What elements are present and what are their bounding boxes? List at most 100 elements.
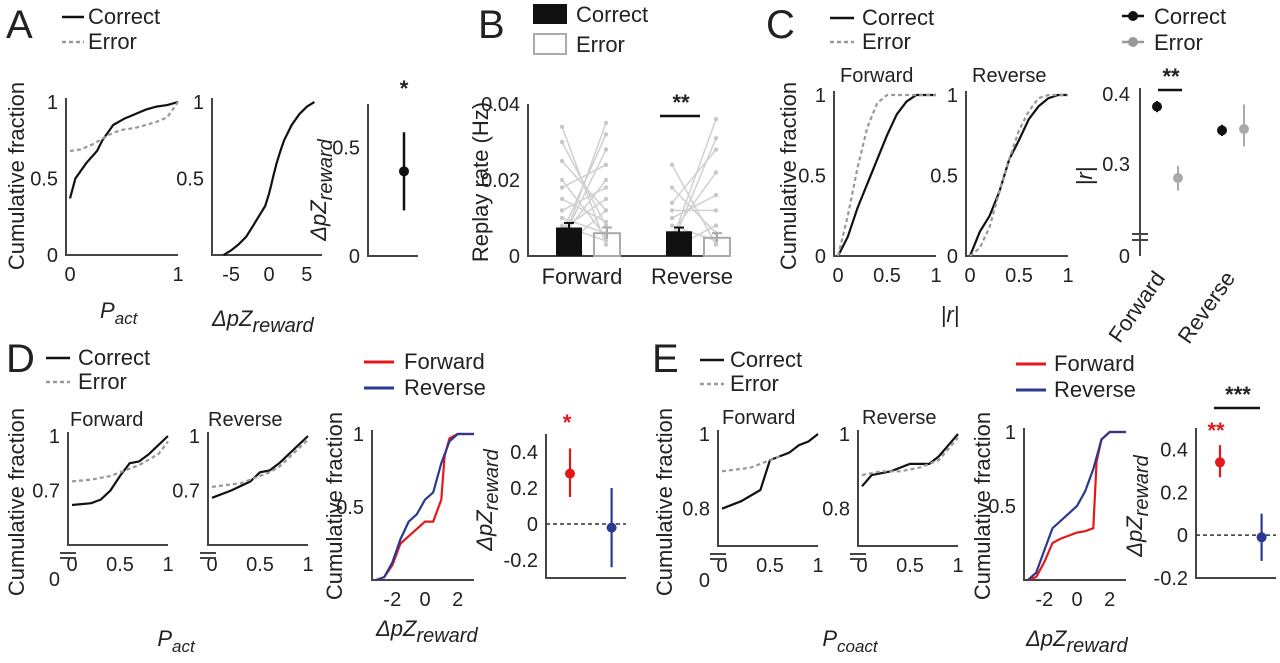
c1-line-correct [837,93,936,257]
d-ylabel: Cumulative fraction [4,408,29,596]
a1-axes [65,98,178,256]
legend-d2-reverse: Reverse [404,375,486,400]
b-axes [527,104,724,257]
e1-ytick-1: 0.8 [682,499,710,521]
e2-xtick-2: 1 [952,555,963,577]
b-bar-correct-0 [556,227,582,256]
b-pair-dot [559,158,565,164]
d3-line-forward [375,432,474,582]
d2-axes [207,432,308,546]
legend-c2-correct-dot [1128,11,1138,21]
c3-ytick-0: 0 [1119,246,1130,268]
a3-axes [367,104,418,257]
a2-ytick-1: 1 [193,92,204,114]
plot-e3: 0.5 1 -2 0 2 [988,422,1126,611]
b-pair-dot [603,242,609,247]
plot-b: 0 0.02 0.04 Forward Reverse [481,94,733,289]
a2-line-correct [223,101,315,256]
b-ytick-2: 0.04 [481,94,520,116]
a1-xlabel: Pact [100,298,139,328]
a1-ytick-0: 0 [47,245,58,267]
b-pair-dot [713,193,719,198]
plot-a1: 0 0.5 1 0 1 [30,92,183,286]
e4-axes [1195,428,1276,579]
legend-d-error: Error [78,369,127,394]
plot-c2: 00.510 0.5 1 [930,85,1073,287]
legend-b-correct-swatch [533,4,567,24]
b-pair-dot [603,120,609,126]
legend-b-error: Error [576,32,625,57]
panel-letter-e: E [652,337,679,381]
a1-line-correct [68,100,179,199]
e4-significance-red: ** [1207,418,1225,443]
a2-xtick-0: -5 [222,264,240,286]
e2-ytick-0: 0.8 [822,499,850,521]
b-pair-line [561,179,607,238]
c3-point-correct-1 [1217,125,1227,136]
c1-xtick-0: 0 [832,265,843,287]
d1-title: Forward [70,409,143,431]
d1-xtick-2: 1 [162,554,173,576]
b-pair-line [561,164,607,189]
c-ylabel: Cumulative fraction [776,82,801,270]
e4-ytick-0: -0.2 [1154,568,1188,590]
b-pair-dot [669,162,675,167]
e2-xtick-0: 0 [856,555,867,577]
plot-d2: 0.7 1 0 0.5 1 [172,426,313,576]
d1-xtick-0: 0 [66,554,77,576]
d3-line-reverse [375,432,474,582]
c1-line-error [836,93,936,257]
b-pair-line [671,171,717,234]
d1-ytick-1: 0.7 [32,481,60,503]
c2-xtick-0: 0 [964,265,975,287]
b-pair-line [561,217,607,234]
d4-axes [545,434,626,579]
legend-e2-reverse: Reverse [1054,377,1136,402]
b-pair-dot [559,208,565,213]
b-pair-dot [559,223,565,228]
e4-ytick-2: 0.2 [1160,482,1188,504]
d3-xtick-1: 0 [419,589,430,611]
d2-title: Reverse [208,409,282,431]
c1-xtick-1: 0.5 [873,265,901,287]
plot-e2: 0.8 1 0 0.5 1 [822,424,963,577]
d4-point-reverse [606,522,617,533]
c1-axes [833,91,936,257]
d4-ytick-3: 0.4 [510,442,538,464]
c-xlabel: |r| [941,302,960,327]
legend-e-correct: Correct [730,347,802,372]
c2-axes [965,91,1068,257]
e4-significance-black: *** [1225,382,1251,407]
plot-a2: 0.5 1 -5 0 5 [176,92,322,286]
c3-significance: ** [1162,64,1180,89]
a2-xlabel: ΔpZreward [211,306,314,337]
b-significance: ** [672,90,690,115]
panel-letter-c: C [766,3,795,47]
c1-title: Forward [840,65,913,87]
b-pair-dot [713,242,719,247]
a1-xtick-1: 1 [172,264,183,286]
legend-a-error: Error [88,29,137,54]
e2-line-correct [861,433,959,488]
c3-xtick-0: Forward [1103,267,1170,347]
d1-line-correct [71,435,169,507]
e3-ylabel: Cumulative fraction [970,412,995,600]
c1-ytick-0: 0 [815,246,826,268]
legend-c-correct: Correct [862,5,934,30]
c3-point-correct-0 [1152,101,1162,112]
b-pair-line [561,186,607,212]
b-pair-line [671,194,717,219]
b-pair-dot [603,162,609,167]
b-pair-dot [669,208,675,213]
d3-ylabel: Cumulative fraction [322,412,347,600]
c2-ytick-2: 1 [947,85,958,107]
c1-ytick-2: 1 [815,85,826,107]
a2-xtick-2: 5 [301,264,312,286]
b-pair-dot [713,170,719,175]
c3-ytick-1: 0.3 [1102,154,1130,176]
d2-ytick-0: 0.7 [172,481,200,503]
e1-xtick-0: 0 [716,555,727,577]
b-pair-line [671,164,717,245]
c3-ylabel: |r| [1072,167,1097,186]
b-pair-dot [559,215,565,221]
